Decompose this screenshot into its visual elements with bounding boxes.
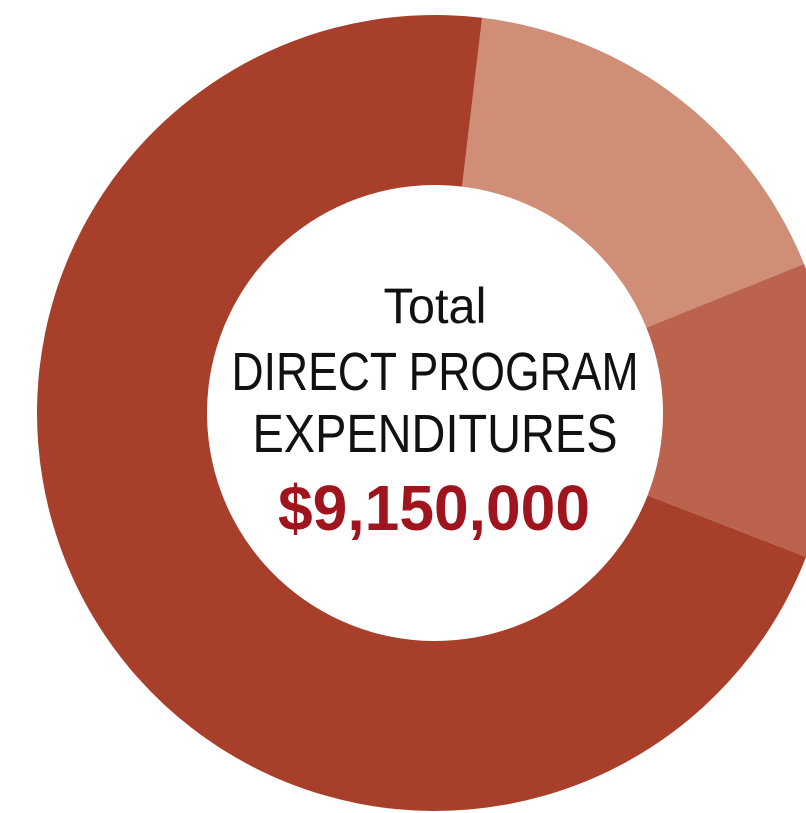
- slices: [37, 15, 806, 811]
- donut-slice: [37, 15, 806, 811]
- donut-slice: [461, 17, 805, 328]
- center-line: Total: [384, 278, 487, 334]
- donut-slice: [646, 263, 806, 557]
- center-line: EXPENDITURES: [253, 404, 618, 464]
- center-line: DIRECT PROGRAM: [232, 342, 639, 402]
- total-label: $9,150,000: [278, 472, 590, 544]
